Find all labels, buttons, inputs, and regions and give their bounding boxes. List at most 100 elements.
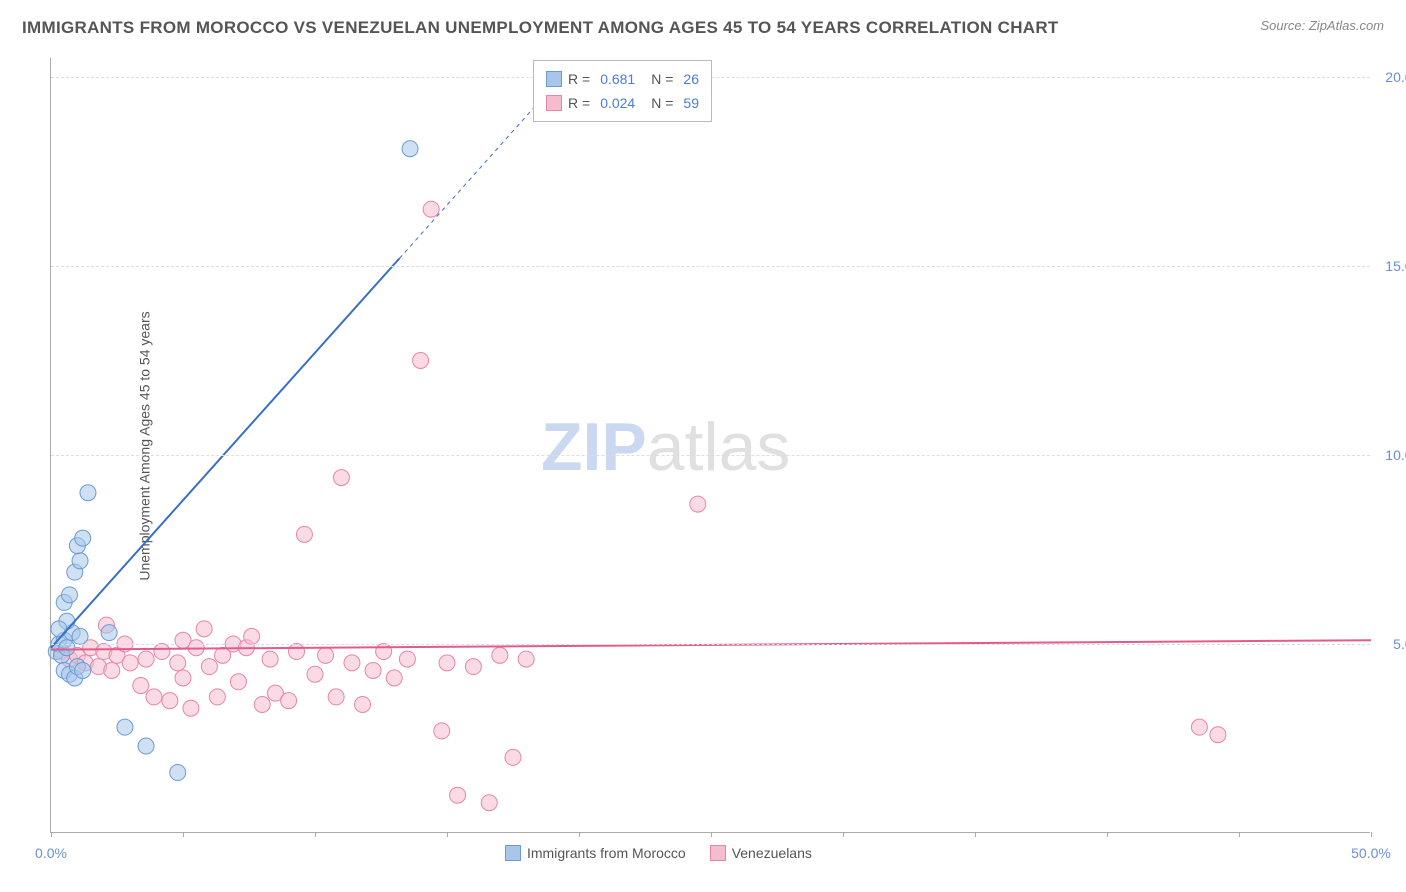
venezuelan-point — [254, 696, 270, 712]
venezuelan-point — [1191, 719, 1207, 735]
swatch-venezuelan-bottom — [710, 845, 726, 861]
venezuelan-point — [289, 644, 305, 660]
venezuelan-point — [318, 647, 334, 663]
chart-title: IMMIGRANTS FROM MOROCCO VS VENEZUELAN UN… — [22, 18, 1059, 38]
y-tick-label: 10.0% — [1385, 447, 1406, 463]
swatch-morocco-bottom — [505, 845, 521, 861]
x-tick-label: 0.0% — [35, 845, 67, 861]
trendline-morocco — [51, 258, 399, 647]
source-attribution: Source: ZipAtlas.com — [1260, 18, 1384, 33]
venezuelan-point — [244, 628, 260, 644]
legend-item-morocco: Immigrants from Morocco — [505, 845, 686, 861]
venezuelan-point — [296, 526, 312, 542]
x-tick — [315, 832, 316, 837]
venezuelan-point — [104, 662, 120, 678]
gridline — [51, 644, 1370, 645]
venezuelan-point — [399, 651, 415, 667]
venezuelan-point — [1210, 727, 1226, 743]
morocco-point — [80, 485, 96, 501]
venezuelan-point — [201, 659, 217, 675]
morocco-point — [117, 719, 133, 735]
venezuelan-point — [690, 496, 706, 512]
morocco-point — [101, 625, 117, 641]
venezuelan-point — [281, 693, 297, 709]
legend-row-venezuelan: R = 0.024 N = 59 — [546, 91, 699, 115]
venezuelan-point — [230, 674, 246, 690]
venezuelan-point — [413, 352, 429, 368]
venezuelan-point — [170, 655, 186, 671]
legend-label-morocco: Immigrants from Morocco — [527, 845, 686, 861]
swatch-morocco — [546, 71, 562, 87]
venezuelan-point — [196, 621, 212, 637]
x-tick — [1371, 832, 1372, 837]
r-label: R = — [568, 91, 590, 115]
venezuelan-point — [434, 723, 450, 739]
r-label: R = — [568, 67, 590, 91]
venezuelan-point — [138, 651, 154, 667]
x-tick — [843, 832, 844, 837]
x-tick — [711, 832, 712, 837]
plot-svg — [51, 58, 1370, 832]
venezuelan-point — [423, 201, 439, 217]
n-label: N = — [651, 91, 673, 115]
morocco-point — [61, 587, 77, 603]
venezuelan-point — [450, 787, 466, 803]
morocco-point — [72, 628, 88, 644]
morocco-point — [51, 621, 67, 637]
morocco-point — [138, 738, 154, 754]
venezuelan-point — [146, 689, 162, 705]
x-tick — [975, 832, 976, 837]
venezuelan-point — [492, 647, 508, 663]
legend-label-venezuelan: Venezuelans — [732, 845, 812, 861]
legend-series: Immigrants from Morocco Venezuelans — [505, 845, 812, 861]
swatch-venezuelan — [546, 95, 562, 111]
gridline — [51, 266, 1370, 267]
n-value-venezuelan: 59 — [683, 91, 699, 115]
venezuelan-point — [154, 644, 170, 660]
x-tick-label: 50.0% — [1351, 845, 1391, 861]
x-tick — [51, 832, 52, 837]
morocco-point — [170, 765, 186, 781]
x-tick — [183, 832, 184, 837]
venezuelan-point — [465, 659, 481, 675]
x-tick — [579, 832, 580, 837]
x-tick — [1239, 832, 1240, 837]
venezuelan-point — [307, 666, 323, 682]
morocco-point — [75, 530, 91, 546]
legend-correlation-box: R = 0.681 N = 26 R = 0.024 N = 59 — [533, 60, 712, 122]
venezuelan-point — [518, 651, 534, 667]
venezuelan-point — [328, 689, 344, 705]
venezuelan-point — [209, 689, 225, 705]
venezuelan-point — [355, 696, 371, 712]
x-tick — [1107, 832, 1108, 837]
r-value-venezuelan: 0.024 — [600, 91, 635, 115]
y-tick-label: 20.0% — [1385, 69, 1406, 85]
x-tick — [447, 832, 448, 837]
legend-row-morocco: R = 0.681 N = 26 — [546, 67, 699, 91]
morocco-point — [59, 640, 75, 656]
venezuelan-point — [481, 795, 497, 811]
venezuelan-point — [344, 655, 360, 671]
venezuelan-point — [505, 749, 521, 765]
venezuelan-point — [122, 655, 138, 671]
venezuelan-point — [133, 678, 149, 694]
venezuelan-point — [175, 670, 191, 686]
venezuelan-point — [365, 662, 381, 678]
venezuelan-point — [262, 651, 278, 667]
morocco-point — [402, 141, 418, 157]
morocco-point — [72, 553, 88, 569]
venezuelan-point — [333, 470, 349, 486]
venezuelan-point — [376, 644, 392, 660]
venezuelan-point — [183, 700, 199, 716]
gridline — [51, 455, 1370, 456]
morocco-point — [75, 662, 91, 678]
legend-item-venezuelan: Venezuelans — [710, 845, 812, 861]
y-tick-label: 15.0% — [1385, 258, 1406, 274]
n-value-morocco: 26 — [683, 67, 699, 91]
plot-area: ZIPatlas R = 0.681 N = 26 R = 0.024 N = … — [50, 58, 1370, 833]
venezuelan-point — [439, 655, 455, 671]
y-tick-label: 5.0% — [1393, 636, 1406, 652]
n-label: N = — [651, 67, 673, 91]
venezuelan-point — [162, 693, 178, 709]
venezuelan-point — [386, 670, 402, 686]
